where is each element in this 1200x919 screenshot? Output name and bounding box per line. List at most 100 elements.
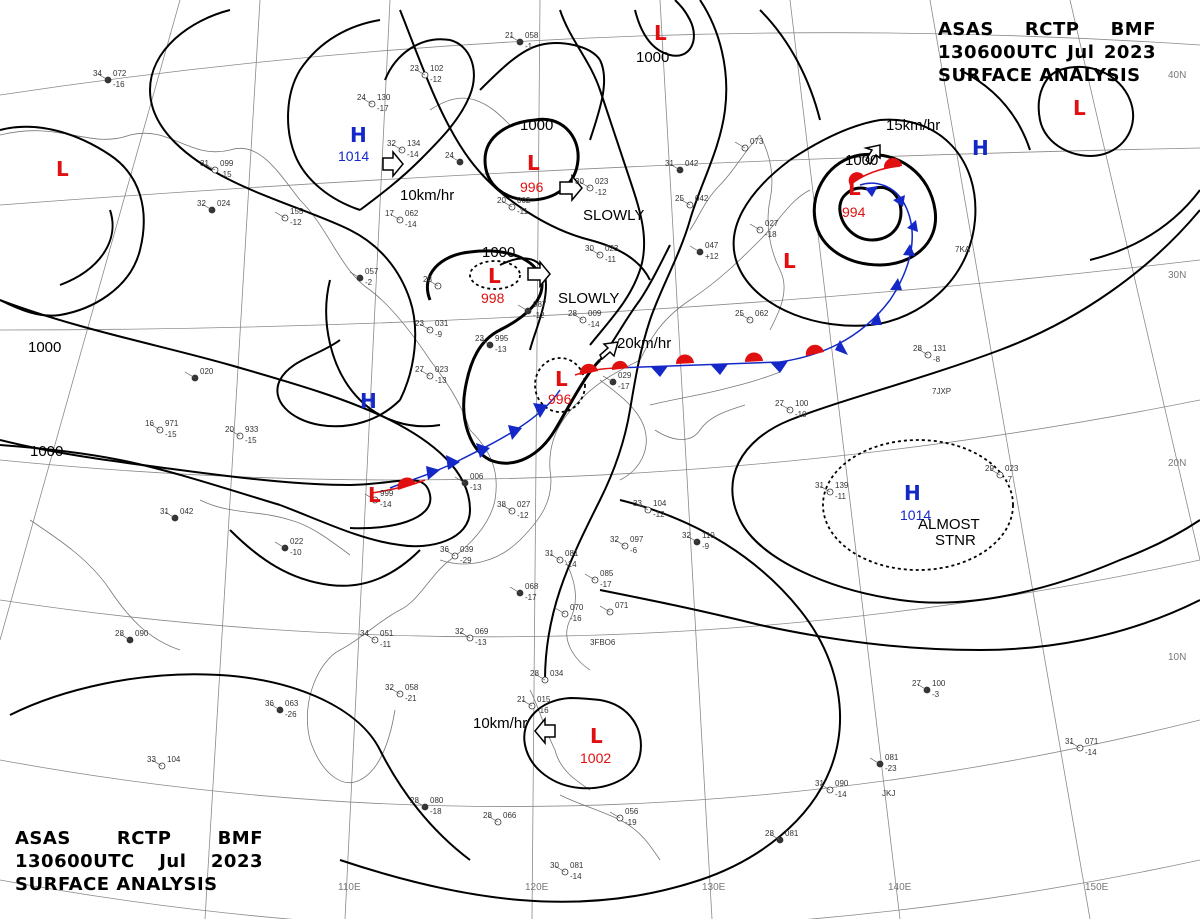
station-temperature: 36: [265, 699, 274, 708]
station-plot: 24: [445, 151, 464, 166]
station-pressure: 104: [653, 499, 667, 508]
station-tendency: -12: [533, 311, 545, 320]
header-region: ASAS: [938, 19, 994, 40]
motion-arrows: [382, 144, 881, 746]
isobar-value: 1000: [636, 49, 669, 66]
wind-barb: [119, 633, 131, 641]
station-temperature: 24: [445, 151, 454, 160]
station-pressure: 027: [517, 500, 531, 509]
wind-barb: [201, 203, 213, 211]
lon-label: 110E: [338, 882, 361, 893]
station-pressure: 042: [685, 159, 699, 168]
station-plot: 32 069 -13: [455, 627, 489, 647]
station-pressure: 022: [290, 537, 304, 546]
station-tendency: -7: [1005, 475, 1013, 484]
station-plot: 32 134 -14: [387, 139, 421, 159]
station-plot: 022-10: [274, 537, 304, 557]
station-tendency: -11: [517, 207, 529, 216]
station-pressure: 042: [695, 194, 709, 203]
wind-barb: [572, 313, 584, 321]
station-plot: 23 031 -9: [415, 319, 449, 339]
station-temperature: 38: [497, 500, 506, 509]
station-circle: [508, 507, 516, 515]
station-tendency: -29: [460, 556, 472, 565]
station-tendency: -17: [377, 104, 389, 113]
station-tendency: -13: [475, 638, 487, 647]
station-tendency: -12: [430, 75, 442, 84]
station-pressure: 081: [885, 753, 899, 762]
station-tendency: -14: [380, 500, 392, 509]
wind-barb: [749, 223, 761, 231]
header-code: BMF: [217, 828, 263, 849]
station-plot: 28 081: [765, 829, 799, 844]
station-tendency: -13: [495, 345, 507, 354]
wind-barb: [521, 699, 533, 707]
station-plot: 16 971 -15: [145, 419, 179, 439]
station-temperature: 34: [93, 69, 102, 78]
station-pressure: 020: [200, 367, 214, 376]
station-temperature: 31: [1065, 737, 1074, 746]
station-plot: 31 090 -14: [815, 779, 849, 799]
wind-barb: [414, 68, 426, 76]
station-tendency: -14: [565, 560, 577, 569]
header-line1: ASAS RCTP BMF: [15, 827, 263, 850]
station-pressure: 068: [525, 582, 539, 591]
station-temperature: 16: [145, 419, 154, 428]
station-pressure: 027: [765, 219, 779, 228]
station-temperature: 32: [385, 683, 394, 692]
station-pressure: 097: [630, 535, 644, 544]
station-plot: 006-13: [454, 472, 484, 492]
station-pressure: 031: [435, 319, 449, 328]
station-pressure: 023: [1005, 464, 1019, 473]
header-issuer: RCTP: [1024, 19, 1080, 40]
station-plot: 027-18: [749, 219, 779, 239]
low-center: L: [368, 483, 381, 507]
header-line2: 130600UTC Jul 2023: [15, 850, 263, 873]
station-tendency: -15: [245, 436, 257, 445]
station-pressure: 042: [180, 507, 194, 516]
station-pressure: 047: [705, 241, 719, 250]
low-center: L: [848, 176, 861, 200]
station-temperature: 28: [483, 811, 492, 820]
station-plot: 31 081 -14: [545, 549, 579, 569]
station-tendency: -18: [765, 230, 777, 239]
station-temperature: 32: [682, 531, 691, 540]
header-line3: SURFACE ANALYSIS: [15, 873, 263, 896]
station-pressure: 999: [380, 489, 394, 498]
header-year: 2023: [210, 851, 263, 872]
station-temperature: 31: [160, 507, 169, 516]
station-temperature: 21: [517, 695, 526, 704]
wind-barb: [734, 141, 746, 149]
station-plot: 32 097 -6: [610, 535, 644, 555]
station-tendency: -11: [835, 492, 847, 501]
wind-barb: [554, 607, 566, 615]
station-plot: 30 081 -14: [550, 861, 584, 881]
station-tendency: -15: [220, 170, 232, 179]
station-plot: 31 071 -14: [1065, 737, 1099, 757]
station-plot: 32 058 -21: [385, 683, 419, 703]
lat-label: 30N: [1168, 270, 1186, 281]
station-temperature: 28: [115, 629, 124, 638]
station-plot: 047+12: [689, 241, 719, 261]
wind-barb: [669, 163, 681, 171]
station-plot: 20 933 -15: [225, 425, 259, 445]
station-plot: 073: [734, 137, 764, 152]
station-pressure: 023: [595, 177, 609, 186]
low-center: L: [527, 151, 540, 175]
station-plot: 30 023 -12: [575, 177, 609, 197]
station-plot: 27 100 -10: [775, 399, 809, 419]
station-plot: 33 104: [147, 755, 181, 770]
station-plot: 28 009 -14: [568, 309, 602, 329]
station-pressure: 987: [533, 300, 547, 309]
low-center: L: [1073, 96, 1086, 120]
station-temperature: 25: [735, 309, 744, 318]
station-pressure: 071: [1085, 737, 1099, 746]
station-circle: [508, 203, 516, 211]
wind-barb: [614, 539, 626, 547]
lon-label: 120E: [525, 882, 549, 893]
low-pressure-value: 996: [520, 179, 544, 195]
station-pressure: 102: [430, 64, 444, 73]
station-plot: 28: [423, 275, 442, 290]
station-plot: 070-16: [554, 603, 584, 623]
high-center: H: [350, 123, 367, 147]
